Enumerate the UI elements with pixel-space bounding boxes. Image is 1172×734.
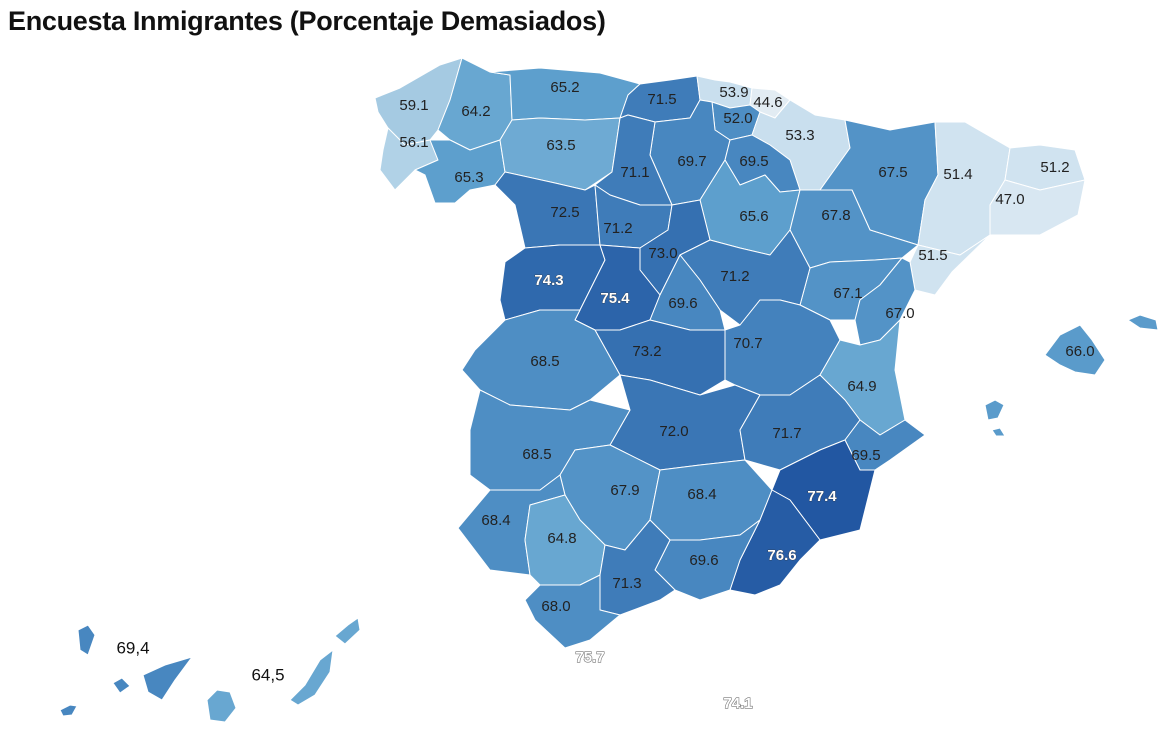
canarias-value-label: 69,4 (116, 638, 149, 657)
canarias-1-gran-canaria[interactable] (206, 689, 237, 723)
region-32-formentera[interactable] (991, 427, 1006, 437)
region-value-label: 67.5 (878, 164, 907, 181)
region-value-label: 69.5 (739, 153, 768, 170)
region-value-label: 69.7 (677, 153, 706, 170)
region-value-label: 59.1 (399, 97, 428, 114)
region-value-label: 71.1 (620, 164, 649, 181)
region-value-label: 71.5 (647, 91, 676, 108)
region-value-label: 71.7 (772, 425, 801, 442)
region-9[interactable] (499, 117, 621, 191)
region-value-label: 67.1 (833, 285, 862, 302)
region-value-label: 56.1 (399, 134, 428, 151)
melilla-value-label: 74.1 (723, 695, 752, 712)
region-value-label: 65.6 (739, 208, 768, 225)
region-value-label: 64.8 (547, 530, 576, 547)
canarias-0-tenerife[interactable] (142, 656, 193, 701)
region-value-label: 47.0 (995, 191, 1024, 208)
region-32[interactable] (1044, 324, 1106, 376)
canarias-0-palma[interactable] (77, 624, 96, 656)
region-value-label: 68.5 (522, 446, 551, 463)
region-value-label: 65.2 (550, 79, 579, 96)
canarias-value-label: 64,5 (251, 665, 284, 684)
canarias-1-lanzarote[interactable] (334, 617, 361, 645)
region-16[interactable] (414, 139, 506, 204)
region-value-label: 75.4 (600, 290, 630, 307)
region-value-label: 70.7 (733, 335, 762, 352)
region-value-label: 53.3 (785, 127, 814, 144)
region-value-label: 72.0 (659, 423, 688, 440)
region-32-ibiza[interactable] (984, 399, 1005, 421)
region-value-label: 71.2 (603, 220, 632, 237)
region-value-label: 67.9 (610, 482, 639, 499)
region-value-label: 66.0 (1065, 343, 1094, 360)
region-value-label: 68.4 (687, 486, 716, 503)
region-32-menorca[interactable] (1127, 314, 1159, 331)
region-value-label: 69.6 (689, 552, 718, 569)
region-value-label: 67.8 (821, 207, 850, 224)
region-value-label: 51.4 (943, 166, 972, 183)
region-value-label: 68.4 (481, 512, 510, 529)
region-value-label: 71.3 (612, 575, 641, 592)
region-value-label: 53.9 (719, 84, 748, 101)
canarias-0-gomera[interactable] (112, 677, 131, 694)
region-value-label: 64.2 (461, 103, 490, 120)
region-value-label: 51.2 (1040, 159, 1069, 176)
region-value-label: 65.3 (454, 169, 483, 186)
region-value-label: 52.0 (723, 110, 752, 127)
region-value-label: 64.9 (847, 378, 876, 395)
page-title: Encuesta Inmigrantes (Porcentaje Demasia… (8, 6, 606, 36)
region-value-label: 73.2 (632, 343, 661, 360)
region-value-label: 68.0 (541, 598, 570, 615)
region-value-label: 68.5 (530, 353, 559, 370)
region-47[interactable] (524, 574, 621, 649)
region-value-label: 72.5 (550, 204, 579, 221)
region-value-label: 51.5 (918, 247, 947, 264)
region-value-label: 77.4 (807, 488, 837, 505)
region-value-label: 71.2 (720, 268, 749, 285)
region-value-label: 74.3 (534, 272, 563, 289)
region-value-label: 63.5 (546, 137, 575, 154)
canarias-0-hierro[interactable] (59, 704, 78, 717)
region-value-label: 69.6 (668, 295, 697, 312)
region-value-label: 69.5 (851, 447, 880, 464)
region-value-label: 73.0 (648, 245, 677, 262)
region-value-label: 44.6 (753, 94, 782, 111)
canarias-1-fuerteventura[interactable] (289, 649, 334, 706)
region-17[interactable] (989, 179, 1086, 236)
region-value-label: 76.6 (767, 547, 796, 564)
ceuta-value-label: 75.7 (575, 649, 604, 666)
region-value-label: 67.0 (885, 305, 914, 322)
